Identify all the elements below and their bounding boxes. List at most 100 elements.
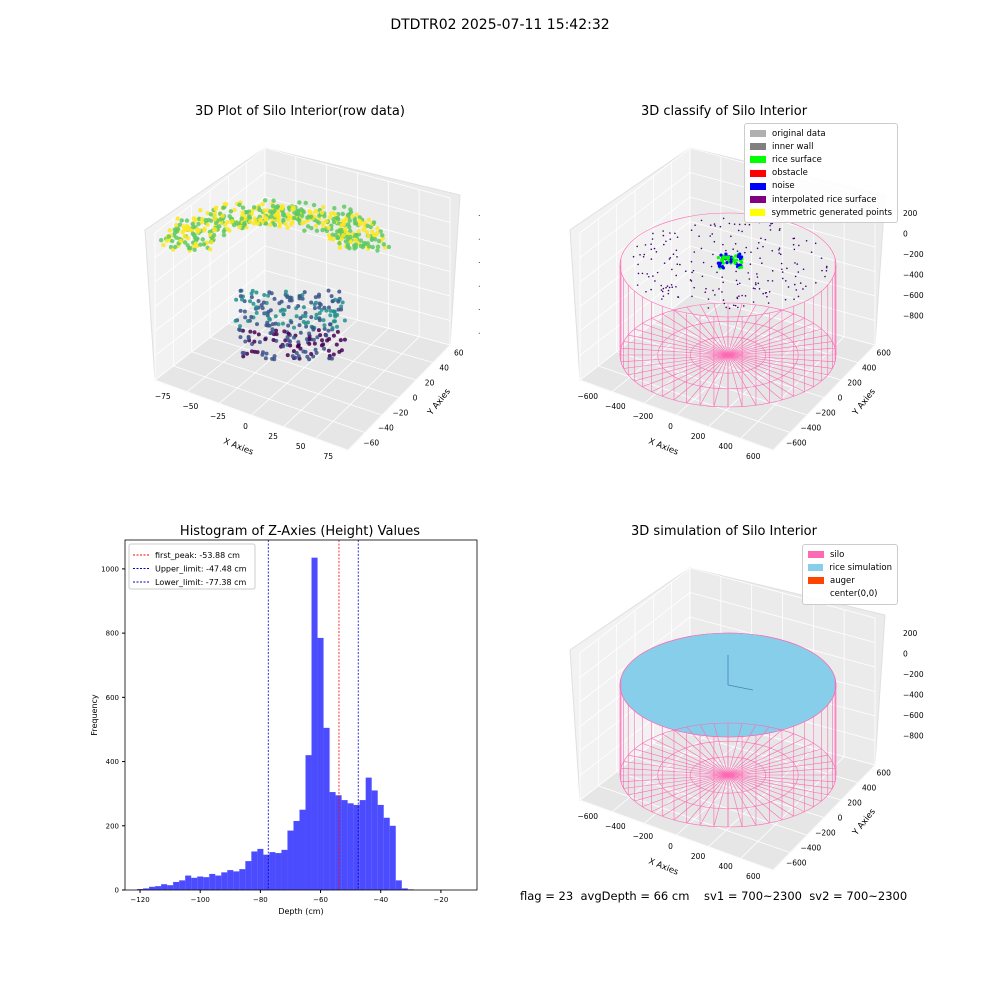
interpolated-point <box>701 275 704 278</box>
y-tick-label: 600 <box>106 694 119 702</box>
interpolated-point <box>734 242 737 245</box>
p2-x-tick-label: −200 <box>633 412 654 421</box>
scatter-point <box>322 323 327 328</box>
histogram-bar <box>323 727 330 890</box>
scatter-point <box>233 318 238 323</box>
scatter-point <box>220 213 225 219</box>
p4-y-tick-label: 0 <box>838 814 843 823</box>
interpolated-point <box>690 280 693 282</box>
p4-z-tick-label: −600 <box>903 711 924 720</box>
scatter-point <box>240 210 245 215</box>
interpolated-point <box>787 286 790 288</box>
scatter-point <box>275 204 281 209</box>
p4-floor-spoke <box>727 724 757 776</box>
p2-x-tick-label: 600 <box>746 452 761 460</box>
scatter-point <box>182 240 188 245</box>
scatter-point <box>166 234 172 239</box>
p2-floor-spoke <box>662 313 729 356</box>
interpolated-point <box>778 229 781 231</box>
scatter-point <box>253 218 258 223</box>
scatter-point <box>212 226 218 232</box>
interpolated-point <box>767 279 769 282</box>
p1-y-axis-label: Y Axies <box>425 387 453 419</box>
p2-floor-spoke <box>699 304 729 356</box>
plot3-title: Histogram of Z-Axies (Height) Values <box>179 524 421 539</box>
scatter-point <box>180 230 185 235</box>
interpolated-point <box>732 304 735 307</box>
scatter-point <box>260 306 265 311</box>
scatter-point <box>289 298 294 303</box>
scatter-point <box>280 307 285 312</box>
p1-x-tick-label: −25 <box>210 412 226 421</box>
p1-z-tick-label: −20 <box>478 211 480 220</box>
interpolated-point <box>728 307 731 310</box>
p1-grid-line <box>264 294 451 346</box>
y-tick-label: 1000 <box>101 565 119 573</box>
scatter-point <box>238 328 243 333</box>
scatter-point <box>340 211 346 217</box>
scatter-point <box>193 241 198 246</box>
interpolated-point <box>734 304 737 307</box>
interpolated-point <box>713 223 716 225</box>
scatter-point <box>286 212 291 217</box>
scatter-point <box>285 295 290 300</box>
scatter-point <box>274 332 279 337</box>
p4-x-tick-label: 400 <box>718 862 733 871</box>
scatter-point <box>291 325 296 330</box>
scatter-point <box>291 215 297 221</box>
interpolated-point <box>707 307 710 309</box>
p4-x-tick-label: 0 <box>668 842 673 851</box>
scatter-point <box>313 300 318 305</box>
scatter-point <box>296 354 301 359</box>
legend-swatch <box>750 156 766 164</box>
scatter-point <box>309 352 314 357</box>
p4-floor-spoke <box>727 774 805 813</box>
scatter-point <box>319 210 325 215</box>
legend-swatch <box>750 130 766 138</box>
scatter-point <box>190 221 195 227</box>
scatter-point <box>239 297 244 302</box>
interpolated-point <box>769 229 772 231</box>
scatter-point <box>354 212 359 217</box>
p2-y-tick-label: 0 <box>838 394 843 403</box>
scatter-point <box>334 342 339 347</box>
interpolated-point <box>810 251 813 253</box>
interpolated-point <box>694 224 696 227</box>
interpolated-point <box>805 239 808 242</box>
scatter-point <box>375 244 381 249</box>
p1-x-tick-label: 50 <box>296 442 306 451</box>
scatter-point <box>267 222 273 228</box>
interpolated-point <box>738 282 741 285</box>
p4-x-tick-label: −400 <box>605 822 626 831</box>
interpolated-point <box>675 274 678 277</box>
p2-z-tick-label: −200 <box>903 250 924 259</box>
p1-y-tick-label: −40 <box>378 424 394 433</box>
p4-floor-spoke <box>727 774 822 802</box>
interpolated-point <box>784 298 787 301</box>
p4-floor-spoke <box>727 726 770 776</box>
scatter-point <box>221 232 227 238</box>
scatter-point <box>185 243 190 248</box>
scatter-point <box>248 219 253 224</box>
scatter-point <box>341 204 347 209</box>
interpolated-point <box>704 291 707 294</box>
interpolated-point <box>760 237 762 240</box>
interpolated-point <box>690 229 693 231</box>
p2-x-tick-label: −600 <box>577 392 598 401</box>
scatter-point <box>248 299 253 304</box>
p1-x-tick-label: −50 <box>182 402 198 411</box>
legend-label: rice surface <box>772 154 822 165</box>
histogram-bar <box>389 825 396 890</box>
x-tick-label: −20 <box>434 896 449 904</box>
scatter-point <box>277 221 283 226</box>
scatter-point <box>376 238 382 244</box>
interpolated-point <box>769 224 771 227</box>
scatter-point <box>246 214 252 219</box>
interpolated-point <box>736 296 739 299</box>
interpolated-point <box>660 289 663 291</box>
scatter-point <box>266 293 271 298</box>
interpolated-point <box>691 295 693 298</box>
legend-entry: silo <box>808 548 892 561</box>
interpolated-point <box>637 263 639 266</box>
p4-grid-line <box>689 567 876 619</box>
